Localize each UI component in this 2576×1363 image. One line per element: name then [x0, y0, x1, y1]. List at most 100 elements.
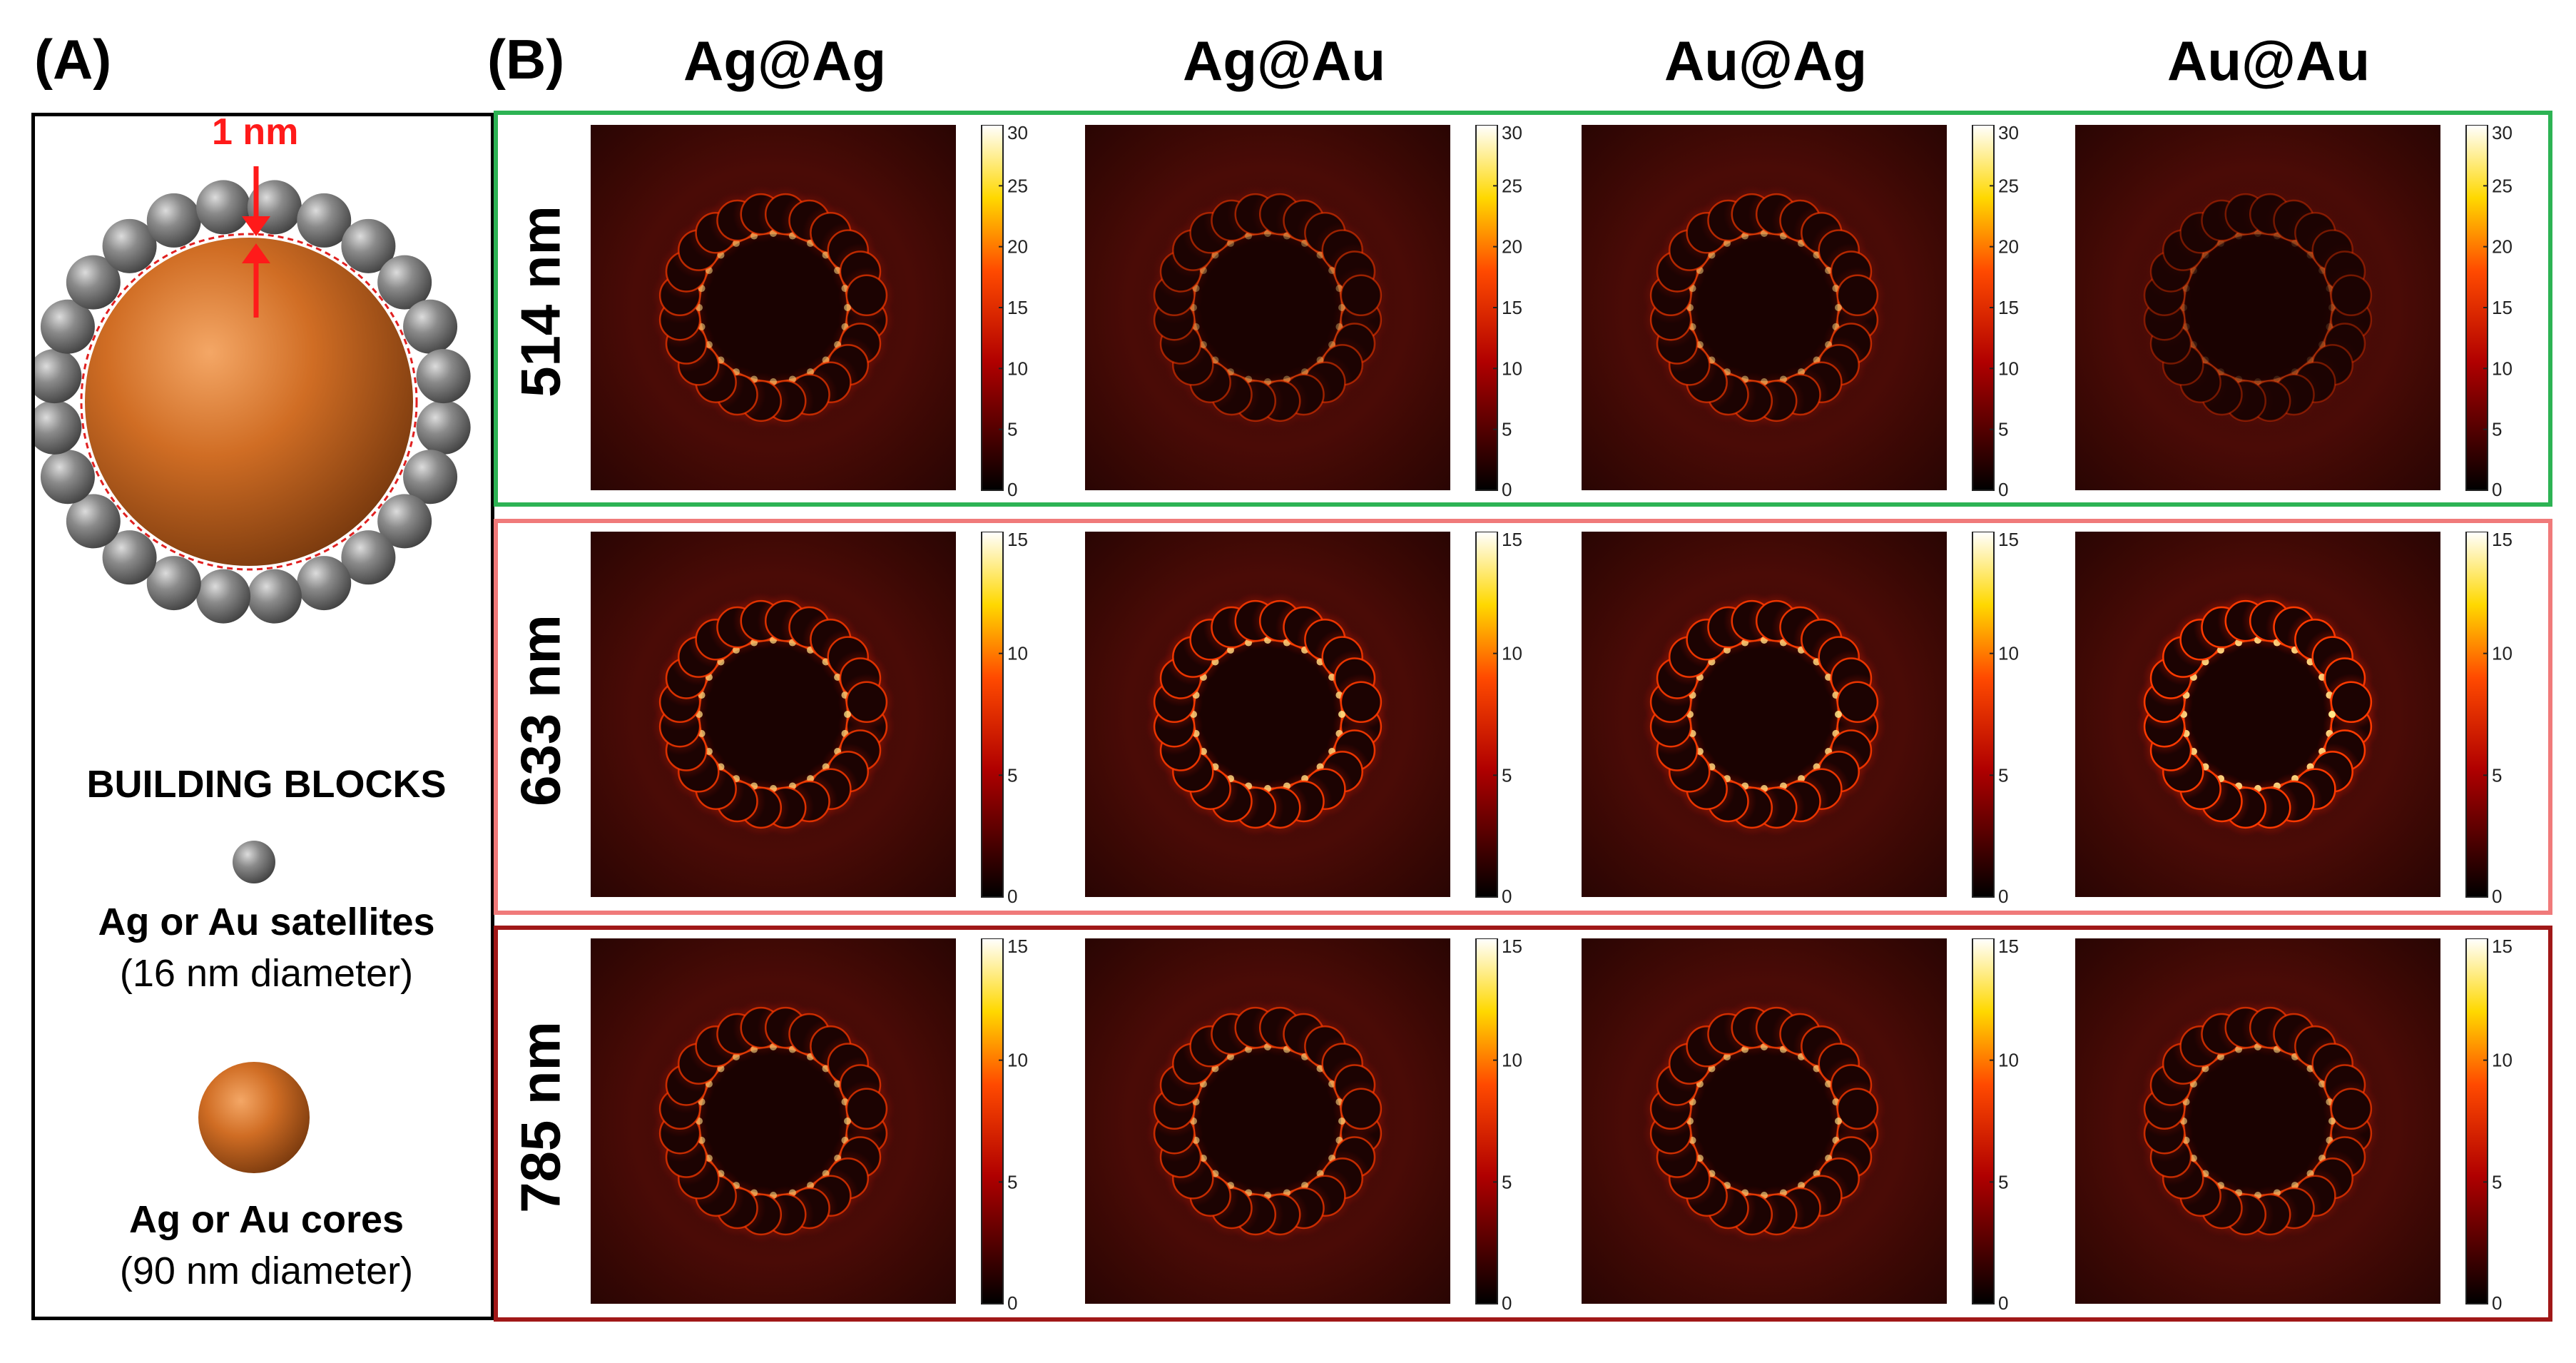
colorbar-tick-label: 20: [1007, 236, 1028, 258]
core-interior: [1691, 642, 1837, 787]
colorbar: [1972, 532, 1995, 898]
colorbar-tick-label: 15: [2492, 297, 2513, 318]
colorbar-tick-label: 10: [1502, 358, 1522, 379]
field-map-cell: 0 5 10 15 20 25 30: [2075, 125, 2513, 500]
colorbar-tick-label: 10: [1007, 1050, 1028, 1071]
satellite-sphere: [196, 180, 251, 235]
satellite-sphere: [102, 218, 157, 273]
colorbar-tick-label: 5: [1007, 419, 1017, 440]
core-name: Ag or Au cores: [128, 1198, 404, 1241]
satellite-particle: [2330, 681, 2373, 724]
colorbar-tick-label: 15: [1502, 532, 1522, 550]
field-map-cell: 0 5 10 15: [1582, 532, 2019, 907]
colorbar-tick-label: 25: [1502, 175, 1522, 196]
satellite-particle: [2330, 1088, 2373, 1130]
satellite-sphere: [403, 299, 458, 354]
hot-spot: [2328, 711, 2336, 718]
colorbar-tick-label: 5: [1007, 764, 1017, 786]
colorbar-tick-label: 25: [1998, 175, 2019, 196]
hot-spot: [844, 304, 851, 311]
hot-spot: [1338, 711, 1345, 718]
colorbar-tick-label: 0: [1998, 886, 2008, 907]
colorbar-tick-label: 5: [1007, 1171, 1017, 1192]
field-map-cell: 0 5 10 15: [2075, 938, 2513, 1314]
core-interior: [2185, 642, 2331, 787]
satellite-sphere: [341, 530, 396, 585]
row-box-633: [494, 519, 2552, 915]
colorbar-tick-label: 30: [1007, 125, 1028, 143]
colorbar-tick-label: 20: [2492, 236, 2513, 258]
colorbar-tick-label: 0: [1502, 886, 1512, 907]
core-interior: [2185, 235, 2331, 380]
dashed-gap-ring: [80, 233, 418, 571]
row-box-785: [494, 926, 2552, 1322]
field-map-cell: 0 5 10 15 20 25 30: [1582, 125, 2019, 500]
satellite-diameter: (16 nm diameter): [119, 952, 414, 995]
satellite-sphere: [196, 569, 251, 624]
satellite-sphere: [102, 530, 157, 585]
satellite-sphere: [297, 556, 352, 611]
satellite-sphere: [35, 349, 82, 404]
core-interior: [1691, 235, 1837, 380]
gap-arrow: [242, 166, 270, 318]
colorbar: [981, 532, 1004, 898]
satellite-sphere: [146, 193, 201, 248]
satellite-sphere: [247, 569, 302, 624]
row-box-514: [494, 111, 2552, 507]
colorbar-tick-label: 20: [1502, 236, 1522, 258]
colorbar-tick-label: 0: [2492, 479, 2502, 500]
colorbar-tick-label: 0: [2492, 886, 2502, 907]
colorbar: [2465, 938, 2488, 1304]
colorbar-tick-label: 5: [1502, 419, 1512, 440]
hot-spot: [1835, 304, 1842, 311]
colorbar-tick-label: 15: [1998, 297, 2019, 318]
satellite-particle: [1340, 1088, 1383, 1130]
hot-spot: [1835, 711, 1842, 718]
satellite-sphere: [377, 255, 432, 310]
satellite-sphere: [377, 494, 432, 549]
hot-spot: [1338, 1118, 1345, 1125]
satellite-sphere: [66, 255, 121, 310]
satellite-sphere: [40, 450, 95, 505]
colorbar-tick-label: 10: [1998, 1050, 2019, 1071]
colorbar-tick-label: 10: [2492, 643, 2513, 664]
field-map-cell: 0 5 10 15: [591, 532, 1028, 907]
colorbar-tick-label: 0: [1007, 886, 1017, 907]
colorbar-tick-label: 15: [2492, 532, 2513, 550]
colorbar-tick-label: 10: [1998, 358, 2019, 379]
colorbar: [1475, 938, 1498, 1304]
panel-a-label: (A): [34, 28, 112, 91]
colorbar-tick-label: 0: [1502, 479, 1512, 500]
row-label-514: 514 nm: [509, 206, 572, 397]
building-blocks-title: BUILDING BLOCKS: [86, 763, 447, 806]
colorbar-tick-label: 10: [1007, 643, 1028, 664]
colorbar-tick-label: 0: [2492, 1292, 2502, 1314]
row-label-785: 785 nm: [509, 1021, 572, 1213]
core-icon: [198, 1062, 310, 1173]
satellite-particle: [845, 681, 888, 724]
colorbar-tick-label: 15: [2492, 938, 2513, 957]
colorbar-tick-label: 0: [1502, 1292, 1512, 1314]
colorbar: [2465, 532, 2488, 898]
satellite-particle: [1340, 681, 1383, 724]
satellite-sphere: [341, 218, 396, 273]
colorbar-tick-label: 10: [2492, 1050, 2513, 1071]
core-interior: [1195, 235, 1340, 380]
colorbar-tick-label: 15: [1007, 532, 1028, 550]
core-interior: [1691, 1048, 1837, 1194]
colorbar-tick-label: 30: [2492, 125, 2513, 143]
colorbar-tick-label: 0: [1998, 1292, 2008, 1314]
field-map-cell: 0 5 10 15: [1085, 938, 1522, 1314]
core-interior: [701, 1048, 846, 1194]
satellite-sphere: [35, 400, 82, 455]
colorbar-tick-label: 15: [1007, 938, 1028, 957]
column-header-ag-au: Ag@Au: [1182, 29, 1385, 92]
colorbar-tick-label: 25: [2492, 175, 2513, 196]
field-map-cell: 0 5 10 15: [1085, 532, 1522, 907]
colorbar-tick-label: 15: [1007, 297, 1028, 318]
colorbar-tick-label: 5: [1998, 419, 2008, 440]
satellite-sphere: [40, 299, 95, 354]
colorbar-tick-label: 10: [1007, 358, 1028, 379]
satellite-icon: [233, 841, 275, 883]
satellite-sphere: [416, 349, 471, 404]
